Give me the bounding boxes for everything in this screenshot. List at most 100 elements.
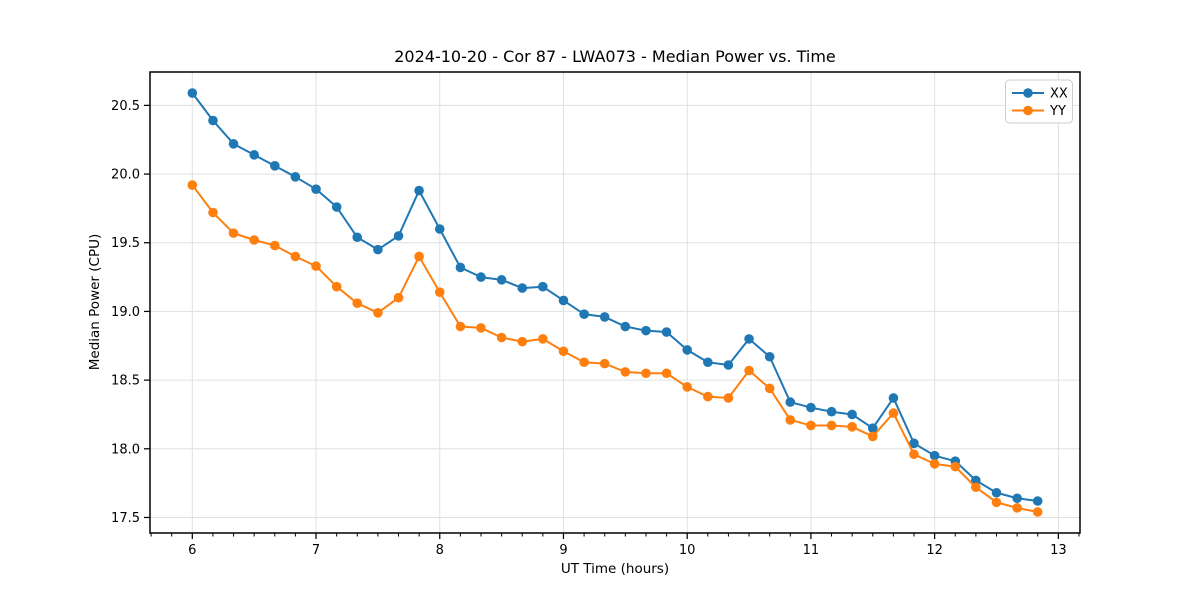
series-xx-marker [661, 327, 672, 337]
x-tick-label: 11 [803, 543, 820, 558]
y-tick-label: 17.5 [111, 511, 140, 526]
legend-label-yy: YY [1049, 104, 1066, 119]
series-xx-marker [867, 423, 878, 433]
series-yy-marker [517, 336, 528, 347]
y-tick-label: 19.0 [111, 305, 140, 320]
legend-item-yy: YY [1012, 104, 1066, 119]
series-xx-marker [599, 312, 610, 322]
series-xx-marker [682, 345, 692, 355]
series-yy-marker [579, 357, 589, 368]
plot-border [149, 71, 1081, 534]
series-xx-marker [991, 487, 1002, 498]
series-xx-marker [641, 325, 651, 336]
series-xx-marker [270, 161, 280, 171]
series-yy-marker [455, 321, 466, 332]
series-yy-marker [785, 415, 796, 425]
series-xx-marker [311, 184, 321, 194]
legend-item-xx: XX [1012, 87, 1068, 102]
series-yy-marker [414, 251, 424, 262]
legend-marker-xx-icon [1023, 88, 1033, 98]
x-tick-label: 10 [679, 543, 696, 558]
series-xx-marker [723, 360, 734, 370]
series-yy-marker [290, 251, 301, 262]
series-yy-marker [1032, 507, 1043, 517]
series-yy-marker [1012, 503, 1022, 513]
series-xx-marker [579, 309, 589, 319]
x-tick-label: 8 [436, 543, 444, 558]
x-tick-label: 7 [312, 543, 320, 558]
series-yy-marker [847, 422, 857, 432]
series-yy-marker [331, 281, 342, 292]
y-tick-label: 20.0 [111, 168, 140, 183]
series-yy-marker [599, 358, 610, 369]
x-tick-label: 6 [188, 543, 196, 558]
series-xx-marker [290, 172, 301, 182]
series-yy-marker [208, 207, 218, 218]
series-yy-marker [476, 323, 486, 333]
y-tick-label: 18.5 [111, 374, 140, 389]
series-xx-marker [929, 450, 940, 461]
series-xx-marker [496, 275, 507, 285]
series-yy-marker [971, 482, 981, 493]
series-yy-marker [950, 461, 961, 472]
series-xx-marker [187, 88, 198, 98]
series-xx-marker [393, 231, 404, 241]
y-tick-label: 19.5 [111, 236, 140, 251]
series-yy-marker [393, 292, 404, 303]
series-yy-marker [888, 408, 899, 418]
data-layer [187, 88, 1043, 517]
series-xx-marker [703, 357, 713, 368]
series-yy-marker [270, 240, 280, 251]
series-xx-marker [620, 321, 631, 332]
series-yy-line [191, 184, 1038, 513]
y-axis-label: Median Power (CPU) [87, 234, 103, 370]
series-xx-marker [744, 334, 754, 344]
series-xx-marker [476, 272, 486, 282]
series-yy-marker [434, 287, 445, 297]
series-yy-marker [352, 298, 363, 308]
series-yy-marker [249, 235, 259, 245]
chart-title: 2024-10-20 - Cor 87 - LWA073 - Median Po… [394, 47, 836, 66]
series-xx-marker [1032, 496, 1043, 506]
series-xx-marker [1012, 493, 1022, 504]
series-xx-marker [228, 139, 239, 149]
legend-box [1005, 79, 1073, 124]
legend-marker-yy-icon [1023, 105, 1033, 116]
series-yy-marker [661, 368, 672, 379]
series-yy-marker [806, 420, 816, 431]
series-yy-marker [496, 332, 507, 343]
legend-label-xx: XX [1050, 87, 1068, 102]
series-xx-marker [414, 185, 424, 196]
series-yy-marker [929, 459, 940, 469]
series-xx-marker [785, 397, 796, 407]
series-yy-marker [373, 308, 383, 318]
series-xx-marker [971, 475, 981, 486]
series-xx-marker [909, 438, 919, 449]
series-xx-marker [888, 393, 899, 403]
series-yy-marker [909, 449, 919, 460]
series-yy-marker [311, 261, 321, 271]
series-yy-marker [703, 391, 713, 402]
series-yy-marker [991, 497, 1002, 508]
series-xx-marker [373, 244, 383, 255]
series-xx-marker [208, 115, 218, 126]
series-xx-marker [806, 402, 816, 413]
series-yy-marker [744, 365, 754, 376]
series-yy-marker [558, 346, 569, 357]
series-xx-marker [455, 262, 466, 273]
series-xx-marker [331, 202, 342, 212]
series-xx-marker [517, 283, 528, 293]
series-xx-marker [249, 150, 259, 160]
x-tick-label: 13 [1050, 543, 1067, 558]
x-tick-label: 12 [926, 543, 943, 558]
x-axis-label: UT Time (hours) [561, 561, 669, 577]
series-xx-marker [538, 281, 548, 292]
series-yy-marker [723, 393, 734, 403]
legend: XX YY [1005, 79, 1073, 124]
series-yy-marker [867, 431, 878, 442]
series-yy-marker [228, 228, 239, 238]
x-tick-label: 9 [559, 543, 567, 558]
series-yy-marker [826, 420, 837, 431]
